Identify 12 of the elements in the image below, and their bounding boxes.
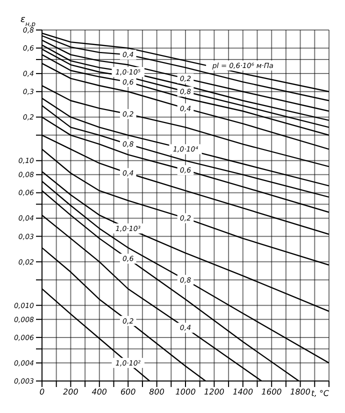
x-tick-label: 600 (120, 388, 136, 397)
x-tick-label: 200 (63, 388, 78, 397)
x-tick-label: 1400 (232, 388, 254, 397)
x-tick-label: 1000 (175, 388, 196, 397)
x-tick-label: 400 (92, 388, 108, 397)
x-tick-label: 1800 (290, 388, 310, 397)
x-tick-label: 800 (149, 388, 164, 397)
x-tick-label: 1600 (261, 388, 282, 397)
x-tick-label: 1200 (204, 388, 224, 397)
y-axis-title: ε$_{н,р}$ (20, 15, 36, 28)
x-tick-label: 0 (39, 388, 45, 397)
x-axis-title: t, °C (311, 389, 330, 398)
